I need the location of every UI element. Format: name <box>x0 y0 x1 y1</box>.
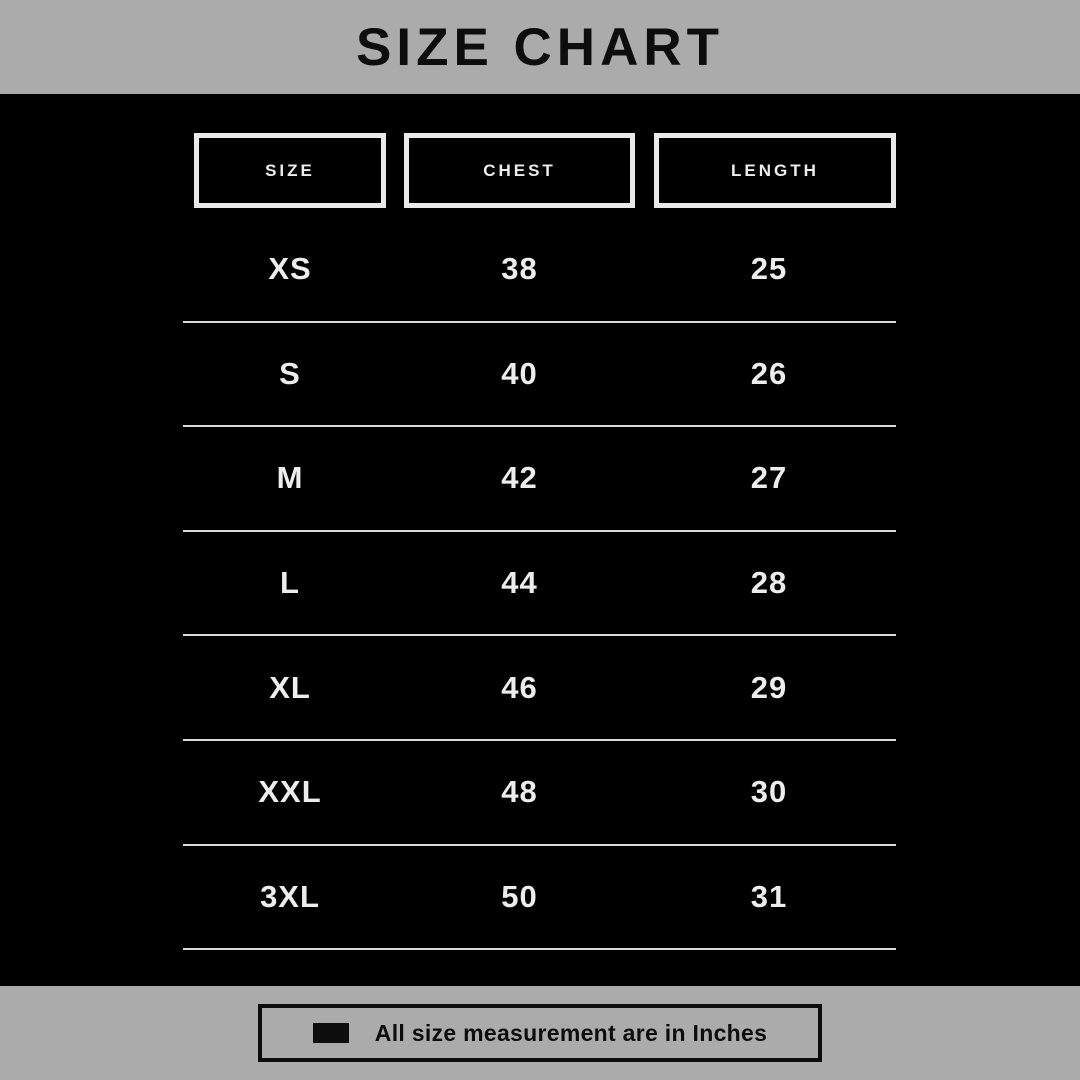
column-header-chest-label: CHEST <box>483 160 556 180</box>
chest-cell: 40 <box>501 355 538 391</box>
chest-cell: 50 <box>501 878 538 914</box>
column-header-length: LENGTH <box>654 133 896 208</box>
size-cell: L <box>280 565 300 601</box>
length-cell: 30 <box>750 774 788 810</box>
chest-cell: 46 <box>501 669 538 705</box>
chest-cell: 44 <box>501 565 538 601</box>
column-header-chest: CHEST <box>404 133 635 208</box>
chest-cell: 42 <box>501 460 538 496</box>
chest-cell: 38 <box>501 251 538 287</box>
length-cell: 27 <box>750 460 788 496</box>
black-rectangle-icon <box>312 1023 349 1043</box>
table-row: M 42 27 <box>183 427 896 532</box>
length-cell: 25 <box>750 251 788 287</box>
table-row: XXL 48 30 <box>183 741 896 846</box>
table-header-row: SIZE CHEST LENGTH <box>183 133 896 208</box>
chest-cell: 48 <box>501 774 538 810</box>
length-cell: 26 <box>750 355 788 391</box>
size-cell: M <box>276 460 304 496</box>
size-cell: S <box>279 355 301 391</box>
footer-note-box: All size measurement are in Inches <box>258 1004 822 1062</box>
size-table: SIZE CHEST LENGTH XS 38 25 S 40 26 M <box>183 94 896 986</box>
footer-note: All size measurement are in Inches <box>374 1019 768 1046</box>
length-cell: 28 <box>750 565 788 601</box>
size-cell: XS <box>268 251 312 287</box>
footer-banner: All size measurement are in Inches <box>0 986 1080 1080</box>
column-header-size: SIZE <box>194 133 386 208</box>
table-row: S 40 26 <box>183 323 896 428</box>
header-banner: SIZE CHART <box>0 0 1080 94</box>
length-cell: 29 <box>750 669 788 705</box>
table-row: L 44 28 <box>183 532 896 637</box>
table-body: XS 38 25 S 40 26 M 42 27 L 44 28 <box>183 218 896 951</box>
size-cell: XXL <box>258 774 322 810</box>
length-cell: 31 <box>750 878 788 914</box>
table-row: 3XL 50 31 <box>183 846 896 951</box>
size-cell: 3XL <box>260 878 320 914</box>
column-header-size-label: SIZE <box>265 160 315 180</box>
table-row: XS 38 25 <box>183 218 896 323</box>
table-row: XL 46 29 <box>183 636 896 741</box>
page-title: SIZE CHART <box>356 17 724 77</box>
size-cell: XL <box>269 669 311 705</box>
column-header-length-label: LENGTH <box>731 160 819 180</box>
